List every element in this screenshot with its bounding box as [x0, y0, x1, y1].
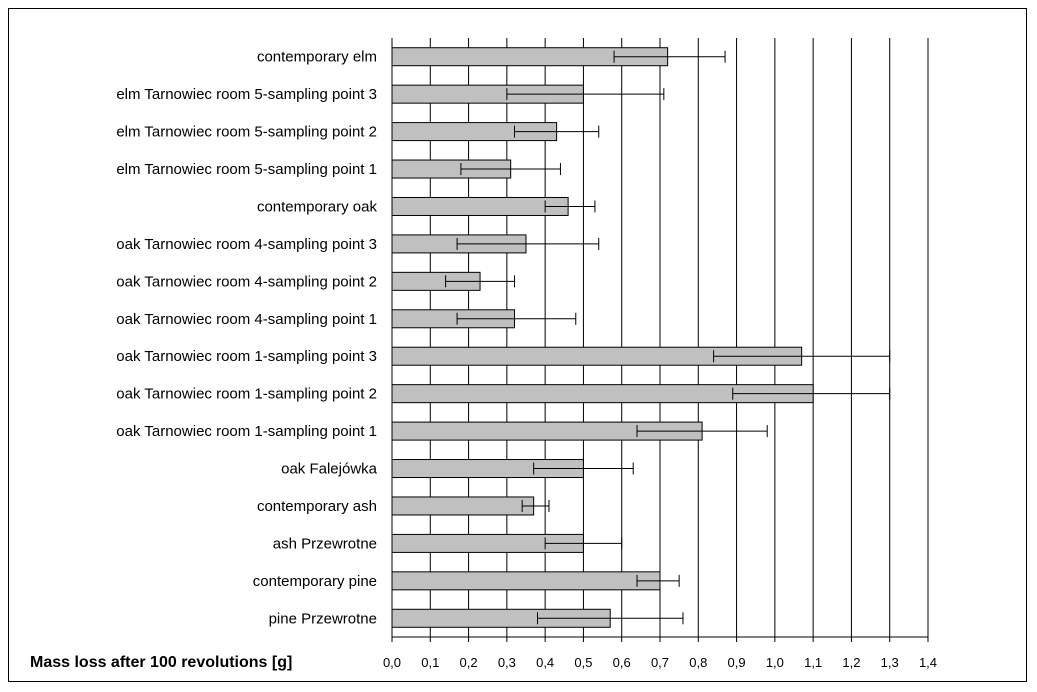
category-label: contemporary pine [253, 573, 377, 590]
bars [391, 47, 814, 628]
category-label: elm Tarnowiec room 5-sampling point 3 [116, 86, 377, 103]
x-tick-label: 0,9 [728, 655, 746, 670]
category-label: oak Falejówka [281, 461, 378, 478]
x-tick-label: 1,0 [766, 655, 784, 670]
chart-frame [8, 8, 1027, 682]
x-tick-label: 0,6 [613, 655, 631, 670]
category-label: oak Tarnowiec room 4-sampling point 1 [116, 311, 377, 328]
category-label: elm Tarnowiec room 5-sampling point 1 [116, 161, 377, 178]
category-label: contemporary oak [257, 198, 378, 215]
x-tick-label: 0,7 [651, 655, 669, 670]
category-label: oak Tarnowiec room 1-sampling point 2 [116, 386, 377, 403]
x-tick-label: 1,4 [919, 655, 937, 670]
x-tick-label: 0,2 [460, 655, 478, 670]
x-tick-labels: 0,0 0,1 0,2 0,3 0,4 0,5 0,6 0,7 0,8 0,9 1,0 1,1 1,2 1… [383, 655, 937, 670]
x-tick-label: 0,5 [574, 655, 592, 670]
category-label: contemporary elm [257, 49, 377, 66]
bar [391, 196, 569, 216]
x-tick-label: 1,1 [804, 655, 822, 670]
x-tick-label: 0,1 [421, 655, 439, 670]
x-tick-label: 0,8 [689, 655, 707, 670]
bar [391, 571, 661, 591]
x-tick-label: 1,3 [881, 655, 899, 670]
category-label: oak Tarnowiec room 1-sampling point 3 [116, 348, 377, 365]
category-labels: contemporary elm elm Tarnowiec room 5-sam… [116, 49, 377, 628]
category-label: pine Przewrotne [269, 610, 377, 627]
x-tick-label: 0,3 [498, 655, 516, 670]
category-label: ash Przewrotne [273, 535, 377, 552]
x-tick-label: 0,0 [383, 655, 401, 670]
bar [391, 496, 535, 516]
error-bars [445, 50, 891, 625]
category-label: contemporary ash [257, 498, 377, 515]
category-label: oak Tarnowiec room 4-sampling point 2 [116, 273, 377, 290]
category-label: oak Tarnowiec room 4-sampling point 3 [116, 236, 377, 253]
x-axis-title: Mass loss after 100 revolutions [g] [30, 654, 292, 671]
x-tick-label: 0,4 [536, 655, 554, 670]
category-label: elm Tarnowiec room 5-sampling point 2 [116, 124, 377, 141]
category-label: oak Tarnowiec room 1-sampling point 1 [116, 423, 377, 440]
x-tick-label: 1,2 [842, 655, 860, 670]
